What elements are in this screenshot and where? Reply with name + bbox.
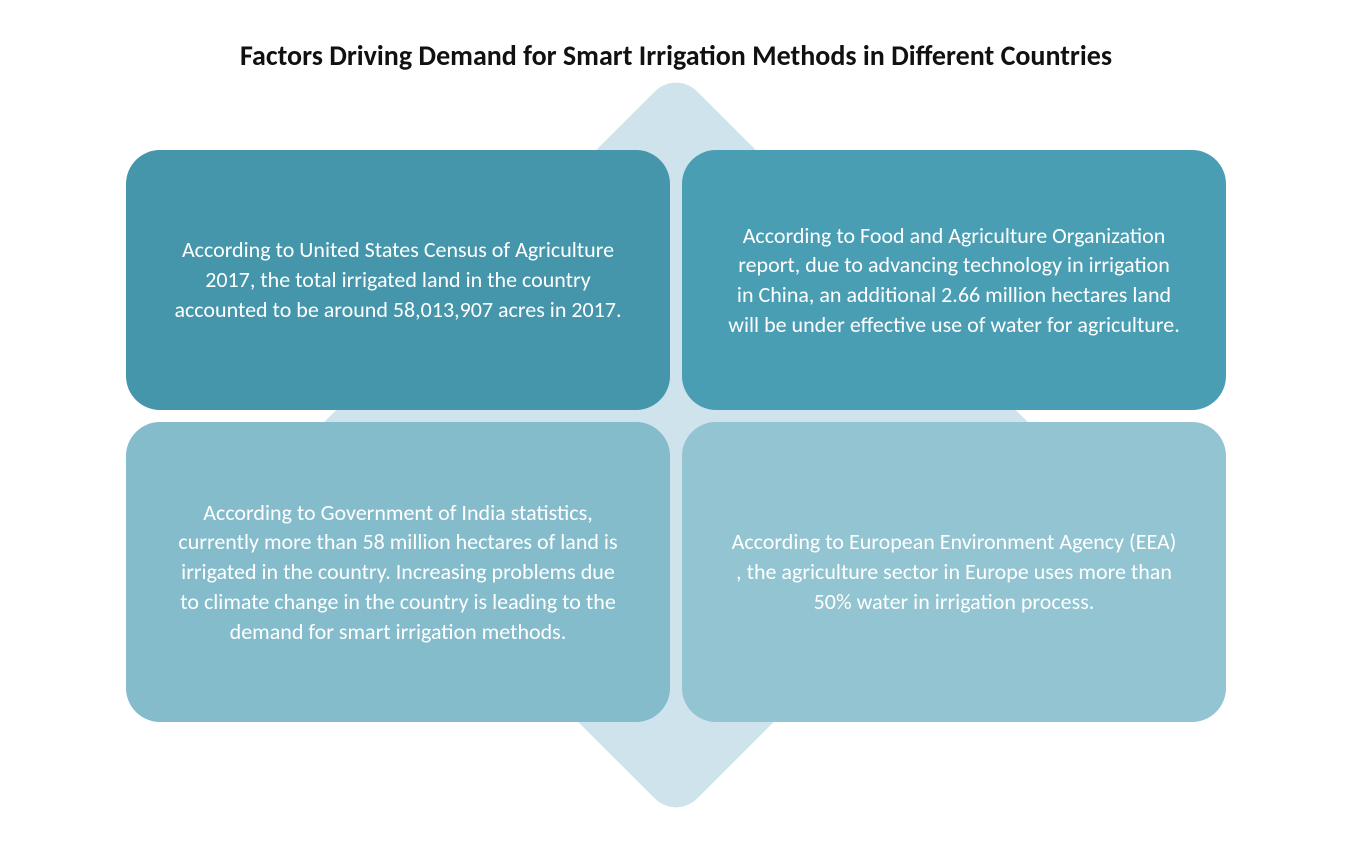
card-bottom-right: According to European Environment Agency… — [682, 422, 1226, 722]
card-top-right: According to Food and Agriculture Organi… — [682, 150, 1226, 410]
card-text: According to Government of India statist… — [172, 498, 624, 646]
card-top-left: According to United States Census of Agr… — [126, 150, 670, 410]
card-text: According to European Environment Agency… — [728, 527, 1180, 616]
card-text: According to United States Census of Agr… — [172, 235, 624, 324]
cards-grid: According to United States Census of Agr… — [126, 150, 1226, 722]
page-title: Factors Driving Demand for Smart Irrigat… — [0, 38, 1352, 73]
card-text: According to Food and Agriculture Organi… — [728, 221, 1180, 340]
card-bottom-left: According to Government of India statist… — [126, 422, 670, 722]
